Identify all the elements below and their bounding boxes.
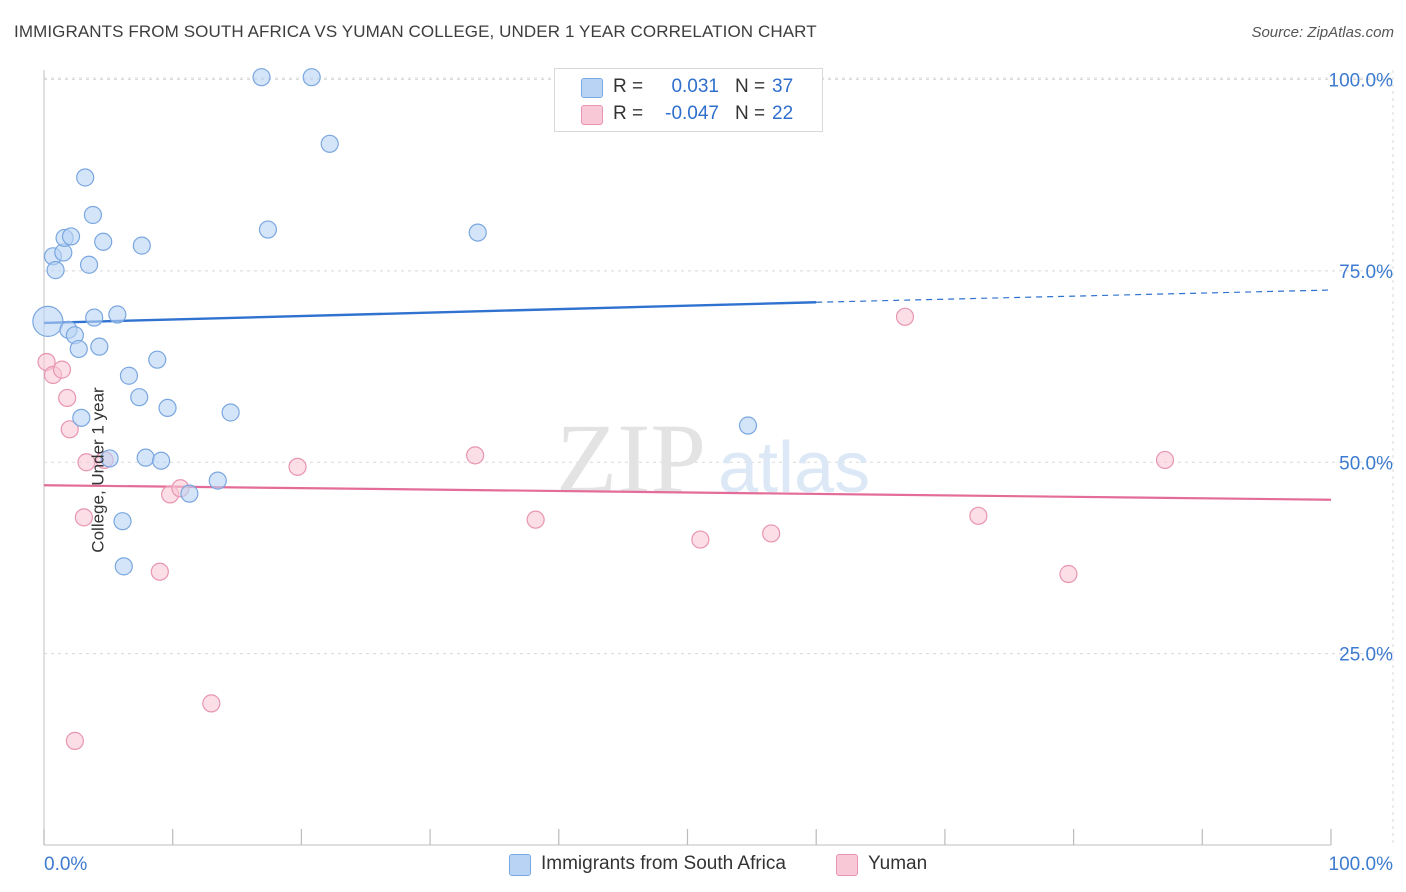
- watermark: ZIP atlas: [556, 403, 870, 514]
- trend-line-pink: [43, 484, 1332, 501]
- bottom-legend-label-pink: Yuman: [868, 853, 928, 874]
- bottom-legend-label-blue: Immigrants from South Africa: [541, 853, 786, 874]
- data-point-south-africa: [252, 68, 271, 87]
- data-point-south-africa: [320, 134, 339, 153]
- data-point-south-africa: [85, 308, 104, 327]
- x-tick-labels: 0.0% 100.0%: [44, 854, 1393, 875]
- data-point-yuman: [1155, 450, 1175, 470]
- data-point-south-africa: [79, 255, 99, 274]
- data-point-south-africa: [258, 220, 278, 239]
- data-point-south-africa: [46, 261, 65, 280]
- data-point-south-africa: [152, 451, 171, 470]
- legend-swatch-pink: [581, 105, 603, 125]
- bottom-legend-swatch-blue: [509, 854, 531, 876]
- data-point-south-africa: [119, 366, 139, 385]
- data-point-yuman: [526, 510, 545, 529]
- data-point-south-africa: [302, 68, 321, 87]
- legend-r-value: -0.047: [665, 103, 719, 124]
- data-point-yuman: [58, 388, 77, 408]
- data-point-yuman: [52, 360, 72, 379]
- y-axis-label: College, Under 1 year: [88, 387, 108, 553]
- data-point-yuman: [895, 307, 915, 326]
- points-layer: [32, 68, 1175, 750]
- correlation-legend: R = 0.031 N = 37 R = -0.047 N = 22: [554, 68, 823, 132]
- data-point-south-africa: [158, 398, 177, 417]
- trend-line-blue-extension: [816, 289, 1332, 303]
- y-tick-label: 25.0%: [1339, 645, 1393, 666]
- data-point-yuman: [691, 530, 710, 549]
- data-point-south-africa: [32, 305, 64, 337]
- legend-r-label: R =: [613, 103, 644, 124]
- data-point-yuman: [202, 694, 221, 713]
- data-point-yuman: [60, 420, 79, 439]
- trend-line-blue: [43, 301, 817, 325]
- data-point-south-africa: [83, 205, 103, 225]
- data-point-south-africa: [90, 337, 109, 356]
- data-point-south-africa: [76, 168, 95, 187]
- x-tick-label: 0.0%: [44, 854, 87, 875]
- data-point-south-africa: [69, 339, 88, 359]
- y-tick-label: 100.0%: [1329, 71, 1394, 92]
- watermark-zip: ZIP: [556, 403, 706, 514]
- legend-r-label: R =: [613, 76, 644, 97]
- x-tick-label: 100.0%: [1329, 854, 1394, 875]
- data-point-yuman: [466, 446, 485, 465]
- axis-layer: [43, 70, 1332, 846]
- legend-n-label: N =: [735, 103, 766, 124]
- legend-r-value: 0.031: [671, 76, 719, 97]
- legend-n-value: 37: [772, 76, 794, 97]
- data-point-yuman: [288, 457, 307, 476]
- y-tick-label: 75.0%: [1339, 262, 1393, 283]
- y-tick-label: 50.0%: [1339, 453, 1393, 474]
- legend-row-blue: R = 0.031 N = 37: [555, 74, 822, 100]
- data-point-south-africa: [208, 471, 227, 490]
- data-point-south-africa: [132, 236, 151, 255]
- data-point-south-africa: [72, 408, 91, 427]
- data-point-yuman: [65, 731, 84, 750]
- bottom-legend-swatch-pink: [836, 854, 858, 876]
- data-point-south-africa: [180, 484, 199, 503]
- legend-n-label: N =: [735, 76, 766, 97]
- trend-layer: [43, 289, 1332, 501]
- data-point-south-africa: [148, 350, 167, 369]
- data-point-south-africa: [100, 449, 119, 468]
- data-point-south-africa: [130, 388, 149, 407]
- data-point-south-africa: [136, 448, 155, 467]
- data-point-south-africa: [61, 227, 81, 246]
- data-point-yuman: [1059, 564, 1078, 584]
- legend-row-pink: R = -0.047 N = 22: [555, 101, 822, 127]
- data-point-south-africa: [94, 232, 113, 251]
- data-point-yuman: [762, 524, 781, 543]
- y-tick-labels: 25.0% 50.0% 75.0% 100.0%: [1329, 71, 1394, 666]
- legend-n-value: 22: [772, 103, 794, 124]
- data-point-south-africa: [738, 416, 758, 435]
- data-point-yuman: [150, 562, 169, 581]
- chart-title: IMMIGRANTS FROM SOUTH AFRICA VS YUMAN CO…: [14, 22, 817, 41]
- legend-swatch-blue: [581, 78, 603, 98]
- data-point-yuman: [74, 508, 93, 527]
- data-point-yuman: [77, 453, 96, 472]
- data-point-yuman: [969, 506, 988, 525]
- watermark-atlas: atlas: [718, 428, 870, 508]
- data-point-south-africa: [221, 403, 240, 422]
- data-point-south-africa: [108, 305, 127, 324]
- data-point-south-africa: [113, 512, 132, 531]
- chart-source: Source: ZipAtlas.com: [1251, 24, 1394, 41]
- data-point-south-africa: [114, 557, 133, 576]
- data-point-south-africa: [468, 223, 487, 242]
